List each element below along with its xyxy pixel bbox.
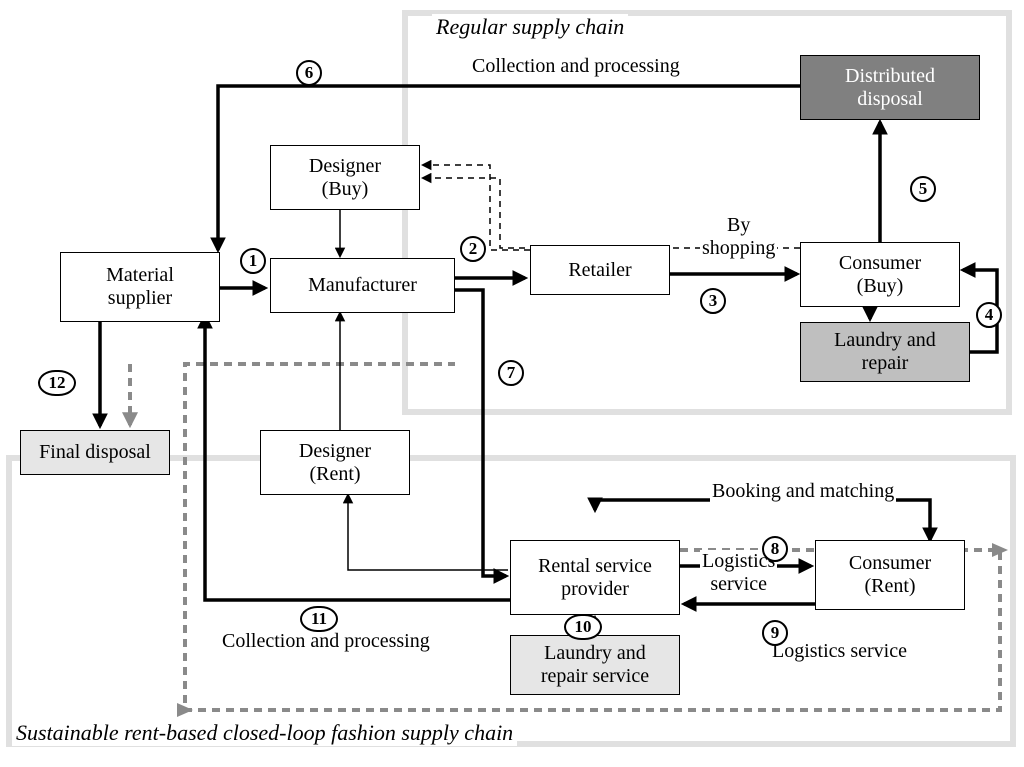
- step-badge-11: 11: [300, 606, 338, 632]
- region-label-regular: Regular supply chain: [432, 14, 628, 40]
- step-badge-4: 4: [976, 302, 1002, 328]
- node-consumer_rent: Consumer(Rent): [815, 540, 965, 610]
- step-badge-2: 2: [460, 236, 486, 262]
- node-manufacturer: Manufacturer: [270, 258, 455, 313]
- step-badge-5: 5: [910, 176, 936, 202]
- node-dist_disposal: Distributeddisposal: [800, 55, 980, 120]
- region-label-rentloop: Sustainable rent-based closed-loop fashi…: [12, 720, 517, 746]
- node-material: Materialsupplier: [60, 252, 220, 322]
- node-final_disp: Final disposal: [20, 430, 170, 475]
- node-retailer: Retailer: [530, 245, 670, 295]
- node-rental_sp: Rental serviceprovider: [510, 540, 680, 615]
- edge-label-5: Logistics service: [770, 640, 909, 663]
- edge-label-0: Collection and processing: [470, 55, 682, 78]
- node-laundry_rent: Laundry andrepair service: [510, 635, 680, 695]
- edge-label-2: Collection and processing: [220, 630, 432, 653]
- step-badge-8: 8: [762, 536, 788, 562]
- step-badge-1: 1: [240, 248, 266, 274]
- edge-label-1: Byshopping: [700, 214, 777, 260]
- node-laundry_buy: Laundry andrepair: [800, 322, 970, 382]
- diagram-canvas: Regular supply chain Sustainable rent-bas…: [0, 0, 1024, 767]
- node-designer_rent: Designer(Rent): [260, 430, 410, 495]
- step-badge-10: 10: [564, 614, 602, 640]
- node-designer_buy: Designer(Buy): [270, 145, 420, 210]
- node-consumer_buy: Consumer(Buy): [800, 242, 960, 307]
- step-badge-7: 7: [498, 360, 524, 386]
- step-badge-6: 6: [296, 60, 322, 86]
- step-badge-12: 12: [38, 370, 76, 396]
- step-badge-9: 9: [762, 620, 788, 646]
- step-badge-3: 3: [700, 288, 726, 314]
- edge-label-3: Booking and matching: [710, 480, 896, 503]
